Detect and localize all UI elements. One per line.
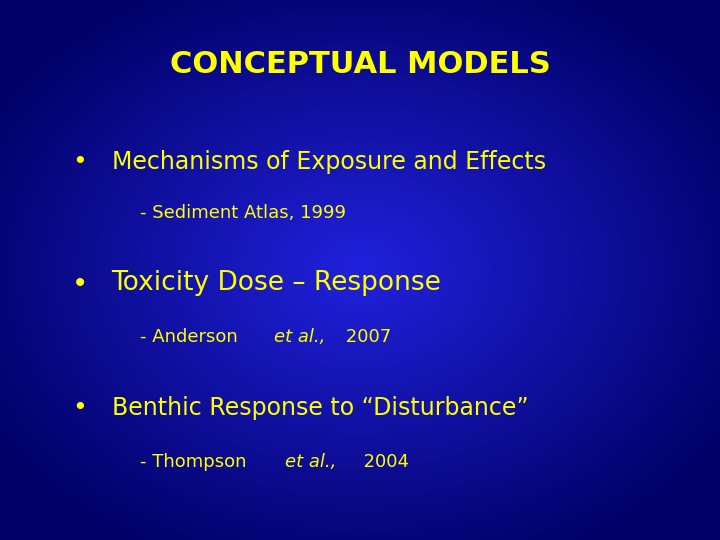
Text: Benthic Response to “Disturbance”: Benthic Response to “Disturbance” [112,396,528,420]
Text: •: • [72,269,89,298]
Text: - Sediment Atlas, 1999: - Sediment Atlas, 1999 [140,204,346,222]
Text: •: • [72,396,86,420]
Text: 2004: 2004 [351,453,408,471]
Text: - Anderson: - Anderson [140,328,244,347]
Text: 2007: 2007 [341,328,392,347]
Text: CONCEPTUAL MODELS: CONCEPTUAL MODELS [170,50,550,79]
Text: et al.,: et al., [274,328,325,347]
Text: Toxicity Dose – Response: Toxicity Dose – Response [112,271,441,296]
Text: Mechanisms of Exposure and Effects: Mechanisms of Exposure and Effects [112,150,546,174]
Text: et al.,: et al., [285,453,337,471]
Text: - Thompson: - Thompson [140,453,253,471]
Text: •: • [72,150,86,174]
